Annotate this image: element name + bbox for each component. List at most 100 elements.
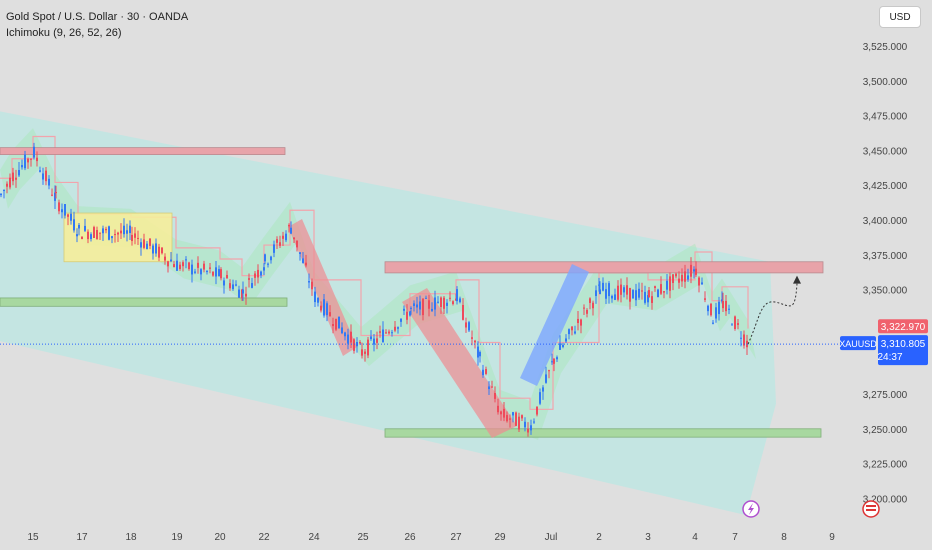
candle-body xyxy=(87,231,89,240)
candle-body xyxy=(105,228,107,231)
up-move[interactable] xyxy=(520,264,589,386)
candle-body xyxy=(397,327,399,329)
price-axis[interactable] xyxy=(838,0,932,550)
candle-body xyxy=(743,334,745,346)
candle-body xyxy=(406,311,408,320)
candle-body xyxy=(215,267,217,277)
y-tick-label: 3,225.000 xyxy=(863,460,908,471)
candle-body xyxy=(251,283,253,288)
x-tick-label: 2 xyxy=(596,532,602,543)
countdown-timer: 24:37 xyxy=(877,352,902,363)
candle-body xyxy=(76,234,78,237)
candle-body xyxy=(638,288,640,298)
candle-body xyxy=(182,262,184,267)
candle-body xyxy=(734,316,736,329)
candle-body xyxy=(33,146,35,158)
candle-body xyxy=(232,284,234,290)
candle-body xyxy=(623,287,625,293)
ticker-tag[interactable] xyxy=(840,336,876,351)
candle-body xyxy=(308,281,310,283)
resistance-zone-upper[interactable] xyxy=(0,147,286,155)
candle-body xyxy=(629,288,631,302)
candle-body xyxy=(167,261,169,267)
candle-body xyxy=(611,295,613,299)
projection-path[interactable] xyxy=(747,283,798,345)
y-tick-label: 3,375.000 xyxy=(863,251,908,262)
candle-body xyxy=(693,269,695,272)
candle-body xyxy=(42,173,44,180)
candle-body xyxy=(197,262,199,268)
candle-body xyxy=(434,297,436,310)
candle-body xyxy=(129,225,131,234)
candle-body xyxy=(270,256,272,261)
candle-body xyxy=(388,331,390,334)
candles xyxy=(0,142,748,437)
candle-body xyxy=(533,421,535,423)
candle-body xyxy=(666,280,668,290)
candle-body xyxy=(320,305,322,311)
candle-body xyxy=(518,416,520,430)
candle-body xyxy=(728,308,730,310)
candle-body xyxy=(468,322,470,331)
candle-body xyxy=(235,284,237,286)
candle-body xyxy=(527,428,529,433)
candle-body xyxy=(521,415,523,419)
candle-body xyxy=(21,165,23,168)
x-tick-label: 20 xyxy=(214,532,226,543)
us-flag-stripe-icon xyxy=(866,505,876,507)
candle-body xyxy=(296,240,298,248)
candle-body xyxy=(542,387,544,392)
candle-body xyxy=(242,289,244,294)
candle-body xyxy=(81,236,83,240)
candle-body xyxy=(568,329,570,335)
candle-body xyxy=(465,322,467,328)
candle-body xyxy=(93,227,95,238)
candle-body xyxy=(641,290,643,292)
candle-body xyxy=(580,319,582,326)
support-zone-low[interactable] xyxy=(384,428,822,438)
candle-body xyxy=(311,281,313,290)
down-move-2[interactable] xyxy=(402,288,517,438)
candle-body xyxy=(605,289,607,299)
candle-body xyxy=(678,278,680,283)
indicator-label[interactable]: Ichimoku (9, 26, 52, 26) xyxy=(6,27,122,39)
candle-body xyxy=(123,225,125,235)
candle-body xyxy=(712,322,714,324)
support-zone-mid[interactable] xyxy=(0,297,288,307)
candle-body xyxy=(302,258,304,263)
candle-body xyxy=(644,291,646,303)
upper-price-tag-value: 3,322.970 xyxy=(881,322,926,333)
us-flag-stripe-icon xyxy=(866,509,876,511)
candle-body xyxy=(170,259,172,262)
candle-body xyxy=(344,332,346,337)
candle-body xyxy=(341,327,343,334)
candle-body xyxy=(737,323,739,325)
candle-body xyxy=(67,214,69,217)
candle-body xyxy=(70,213,72,221)
x-tick-label: 25 xyxy=(357,532,369,543)
candle-body xyxy=(288,224,290,227)
y-tick-label: 3,475.000 xyxy=(863,112,908,123)
currency-button[interactable]: USD xyxy=(879,6,921,28)
y-tick-label: 3,425.000 xyxy=(863,181,908,192)
time-axis[interactable] xyxy=(0,527,932,550)
candle-body xyxy=(290,227,292,234)
candle-body xyxy=(635,290,637,301)
candle-body xyxy=(718,301,720,315)
candle-body xyxy=(226,274,228,279)
candle-body xyxy=(218,269,220,277)
resistance-zone[interactable] xyxy=(384,261,824,274)
candle-body xyxy=(647,295,649,303)
symbol-title[interactable]: Gold Spot / U.S. Dollar · 30 · OANDA xyxy=(6,11,189,23)
candle-body xyxy=(562,344,564,347)
candle-body xyxy=(364,351,366,354)
candle-body xyxy=(276,239,278,243)
candle-body xyxy=(179,264,181,269)
candle-body xyxy=(477,346,479,358)
ichimoku-cloud xyxy=(0,128,756,440)
candle-body xyxy=(431,308,433,311)
candle-body xyxy=(152,245,154,254)
candle-body xyxy=(602,282,604,291)
